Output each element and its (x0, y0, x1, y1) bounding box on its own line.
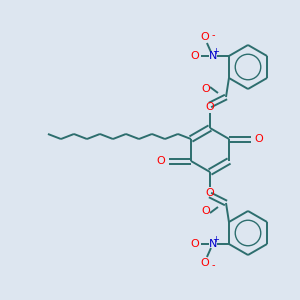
Text: O: O (255, 134, 263, 144)
Text: O: O (201, 32, 209, 42)
Text: -: - (211, 260, 215, 270)
Text: O: O (206, 102, 214, 112)
Text: O: O (206, 188, 214, 198)
Text: O: O (201, 258, 209, 268)
Text: -: - (211, 30, 215, 40)
Text: O: O (157, 156, 165, 166)
Text: N: N (209, 51, 217, 61)
Text: +: + (212, 47, 219, 56)
Text: O: O (202, 84, 210, 94)
Text: O: O (190, 51, 199, 61)
Text: N: N (209, 239, 217, 249)
Text: O: O (190, 239, 199, 249)
Text: O: O (202, 206, 210, 216)
Text: +: + (212, 236, 219, 244)
